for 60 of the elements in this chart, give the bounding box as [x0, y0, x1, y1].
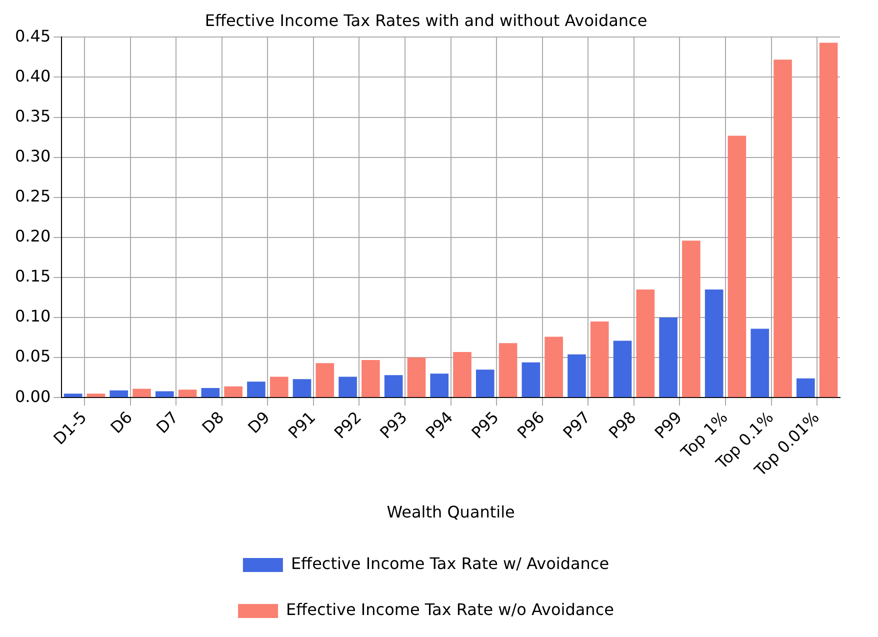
bar — [201, 388, 220, 398]
bar — [453, 352, 472, 398]
bar — [590, 322, 609, 398]
bar — [522, 362, 540, 398]
bar — [316, 363, 334, 398]
y-tick-label: 0.05 — [15, 346, 51, 366]
bar — [247, 382, 266, 398]
bar — [476, 370, 494, 398]
bar — [155, 391, 174, 398]
x-tick-label: D6 — [106, 408, 136, 438]
bar — [64, 394, 82, 398]
y-tick-label: 0.00 — [15, 386, 51, 406]
bar — [384, 375, 403, 398]
bar — [362, 360, 380, 398]
bar — [498, 343, 518, 398]
legend-label: Effective Income Tax Rate w/ Avoidance — [290, 554, 610, 574]
bar — [86, 394, 106, 398]
y-tick-label: 0.25 — [15, 186, 51, 206]
x-tick-label: P98 — [605, 408, 640, 442]
bar — [110, 390, 128, 398]
x-tick-label: P95 — [468, 408, 502, 442]
bar — [568, 354, 586, 398]
y-tick-label: 0.35 — [15, 106, 51, 126]
bar — [338, 376, 357, 398]
bar — [613, 340, 632, 398]
y-tick-label: 0.15 — [15, 266, 51, 286]
bar — [224, 386, 242, 398]
bar — [407, 358, 426, 398]
bar — [178, 390, 197, 398]
bar — [659, 318, 678, 398]
y-tick-label: 0.20 — [15, 226, 51, 246]
bar — [704, 289, 724, 398]
x-tick-label: P99 — [650, 408, 686, 442]
bar — [682, 240, 700, 398]
bar — [728, 136, 746, 398]
legend-label: Effective Income Tax Rate w/o Avoidance — [286, 600, 614, 620]
bar — [750, 328, 770, 398]
y-tick-label: 0.30 — [15, 146, 51, 166]
bar — [774, 60, 792, 398]
bar — [636, 289, 655, 398]
bar — [430, 374, 449, 398]
bar — [819, 42, 838, 398]
x-tick-label: P94 — [422, 408, 457, 442]
x-tick-label: P96 — [513, 408, 548, 442]
bar — [132, 388, 151, 398]
x-tick-label: D8 — [198, 408, 228, 438]
x-axis-title: Wealth Quantile — [386, 502, 515, 522]
x-tick-label: D7 — [152, 408, 182, 438]
x-tick-label: P91 — [284, 408, 320, 442]
bar — [544, 336, 563, 398]
chart-title: Effective Income Tax Rates with and without Avoidance — [204, 10, 648, 30]
bar — [292, 379, 312, 398]
y-tick-label: 0.10 — [15, 306, 51, 326]
x-tick-label: P93 — [376, 408, 411, 442]
y-tick-label: 0.40 — [15, 66, 51, 86]
x-tick-label: P92 — [330, 408, 366, 442]
bar — [796, 378, 815, 398]
x-tick-label: D9 — [244, 408, 274, 438]
bar — [270, 376, 288, 398]
y-tick-label: 0.45 — [15, 26, 51, 46]
